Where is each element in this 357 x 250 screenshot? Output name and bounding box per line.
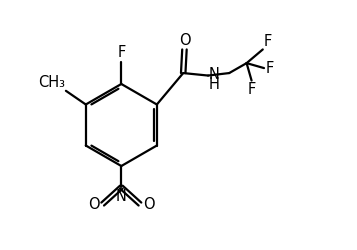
Text: CH₃: CH₃ xyxy=(37,74,65,90)
Text: F: F xyxy=(265,60,273,76)
Text: O: O xyxy=(143,196,155,212)
Text: F: F xyxy=(117,45,125,60)
Text: H: H xyxy=(209,77,220,92)
Text: N: N xyxy=(116,189,127,204)
Text: F: F xyxy=(264,34,272,49)
Text: O: O xyxy=(178,33,190,48)
Text: O: O xyxy=(88,196,100,212)
Text: F: F xyxy=(247,82,256,97)
Text: N: N xyxy=(209,67,220,82)
